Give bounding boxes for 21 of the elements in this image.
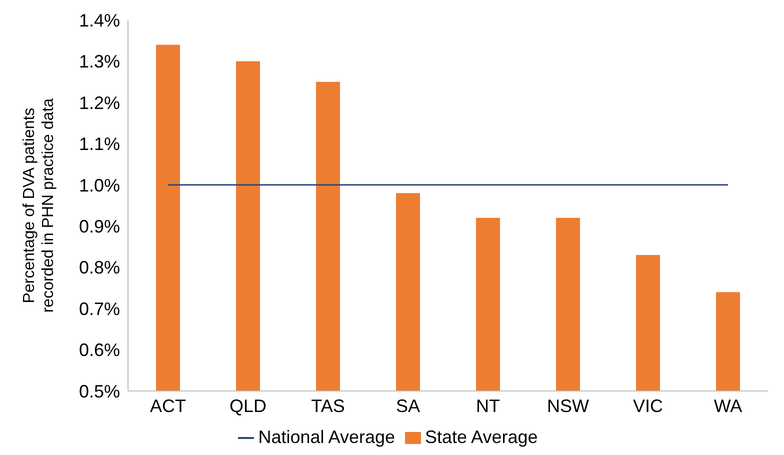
- x-tick-label: NSW: [547, 396, 590, 416]
- y-tick-label: 0.7%: [78, 298, 120, 319]
- y-tick-label: 1.1%: [78, 134, 120, 154]
- x-tick-label: ACT: [150, 396, 186, 416]
- y-tick-label: 0.8%: [78, 258, 120, 278]
- x-tick-label: QLD: [229, 396, 267, 416]
- y-tick-label: 0.5%: [78, 381, 120, 402]
- y-axis-title: Percentage of DVA patients recorded in PHN practice data: [21, 98, 57, 313]
- x-tick-label: SA: [396, 396, 420, 416]
- y-tick-label: 1.4%: [78, 10, 120, 30]
- legend-label: State Average: [425, 427, 538, 447]
- x-tick-label: TAS: [311, 396, 345, 416]
- x-tick-label: VIC: [632, 396, 664, 416]
- y-tick-label: 0.9%: [78, 216, 120, 236]
- y-tick-label: 0.6%: [78, 340, 120, 360]
- x-tick-label: NT: [476, 396, 500, 416]
- legend-label: National Average: [258, 427, 395, 447]
- y-tick-label: 1.0%: [78, 175, 120, 196]
- y-tick-label: 1.2%: [78, 92, 120, 113]
- y-tick-label: 1.3%: [78, 52, 120, 72]
- x-tick-label: WA: [714, 396, 742, 416]
